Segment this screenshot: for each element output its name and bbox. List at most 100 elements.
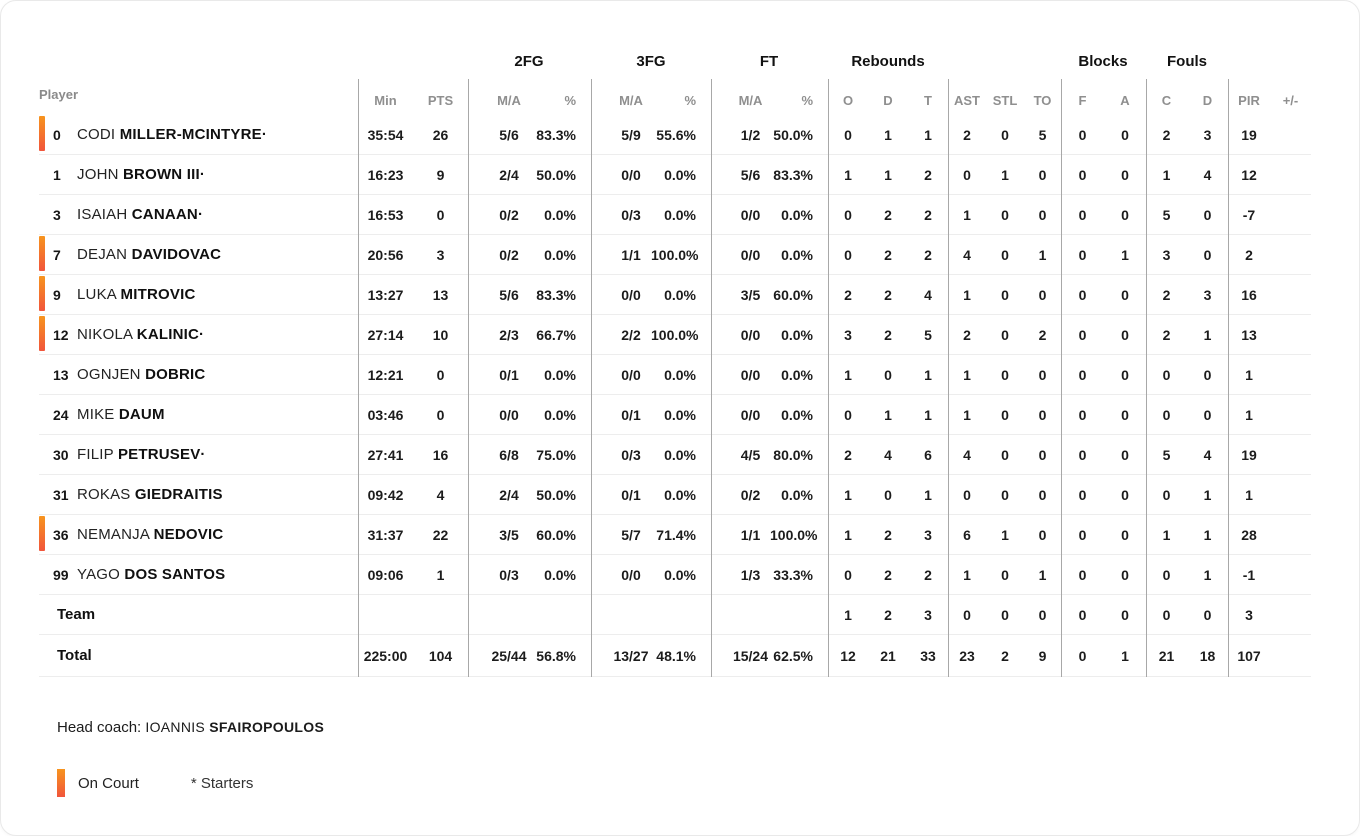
player-cell: 3 ISAIAH CANAAN· bbox=[39, 195, 358, 234]
stat-foul_c: 0 bbox=[1162, 566, 1171, 583]
stat-ft_pct: 100.0% bbox=[770, 526, 818, 543]
stat-fg2_pct: 0.0% bbox=[544, 246, 576, 263]
stat-fg2_ma: 2/4 bbox=[499, 486, 519, 503]
player-cell: Team bbox=[39, 595, 358, 634]
stat-fg2_ma: 2/3 bbox=[499, 326, 519, 343]
table-row: Team 1 2 3 0 0 0 0 0 0 0 3 bbox=[39, 595, 1311, 635]
stat-fg3_ma: 0/0 bbox=[621, 286, 641, 303]
player-first-name: JOHN bbox=[77, 166, 119, 183]
stat-fg2_pct: 66.7% bbox=[536, 326, 576, 343]
starter-mark: · bbox=[261, 126, 268, 143]
player-name[interactable]: ROKAS GIEDRAITIS bbox=[77, 486, 223, 503]
stat-to: 0 bbox=[1038, 206, 1047, 223]
stat-foul_c: 5 bbox=[1162, 206, 1171, 223]
column-headers: Min PTS M/A% M/A% M/A% O D T AST STL TO F A C D PIR +/- bbox=[39, 75, 1311, 115]
stat-reb_o: 1 bbox=[844, 606, 852, 623]
stat-blk_f: 0 bbox=[1078, 647, 1087, 664]
col-header-pir: PIR bbox=[1238, 93, 1260, 108]
stat-pts: 0 bbox=[436, 366, 445, 383]
stat-ft_pct: 80.0% bbox=[773, 446, 813, 463]
stat-foul_c: 5 bbox=[1162, 446, 1171, 463]
stat-blk_f: 0 bbox=[1078, 246, 1087, 263]
stat-blk_a: 0 bbox=[1121, 206, 1129, 223]
player-name[interactable]: LUKA MITROVIC bbox=[77, 286, 195, 303]
stat-to: 0 bbox=[1038, 366, 1047, 383]
stat-to: 9 bbox=[1038, 647, 1047, 664]
stat-foul_d: 3 bbox=[1203, 126, 1212, 143]
on-court-indicator bbox=[39, 516, 45, 551]
stat-pts: 1 bbox=[436, 566, 445, 583]
stat-fg3_pct: 0.0% bbox=[664, 446, 696, 463]
stat-ast: 2 bbox=[963, 326, 971, 343]
player-name[interactable]: DEJAN DAVIDOVAC bbox=[77, 246, 221, 263]
stat-foul_c: 0 bbox=[1162, 486, 1171, 503]
col-header-fg3_ma: M/A bbox=[619, 93, 643, 108]
stat-pts: 104 bbox=[428, 647, 453, 664]
table-row: 12 NIKOLA KALINIC· 27:14 10 2/3 66.7% 2/2 100… bbox=[39, 315, 1311, 355]
group-header-2fg: 2FG bbox=[514, 53, 544, 70]
col-header-plus_minus: +/- bbox=[1282, 93, 1299, 108]
stat-reb_o: 0 bbox=[844, 566, 852, 583]
player-first-name: DEJAN bbox=[77, 246, 128, 263]
player-name[interactable]: JOHN BROWN III· bbox=[77, 166, 205, 183]
legend: On Court * Starters bbox=[57, 769, 253, 797]
player-last-name: MITROVIC bbox=[120, 286, 196, 303]
stat-ft_pct: 0.0% bbox=[781, 486, 813, 503]
player-number: 7 bbox=[53, 246, 61, 263]
stat-ast: 1 bbox=[963, 206, 971, 223]
stat-blk_f: 0 bbox=[1078, 446, 1087, 463]
stat-ft_pct: 0.0% bbox=[781, 406, 813, 423]
stat-min: 13:27 bbox=[367, 286, 404, 303]
stat-foul_d: 1 bbox=[1203, 566, 1212, 583]
player-first-name: MIKE bbox=[77, 406, 115, 423]
starter-mark: · bbox=[197, 206, 204, 223]
stat-pir: 107 bbox=[1237, 647, 1261, 664]
player-name[interactable]: FILIP PETRUSEV· bbox=[77, 446, 206, 463]
player-name[interactable]: CODI MILLER-MCINTYRE· bbox=[77, 126, 267, 143]
stat-foul_c: 0 bbox=[1162, 366, 1171, 383]
stat-reb_o: 3 bbox=[844, 326, 852, 343]
row-label: Team bbox=[57, 606, 96, 623]
stat-stl: 0 bbox=[1001, 326, 1009, 343]
player-name[interactable]: NIKOLA KALINIC· bbox=[77, 326, 204, 343]
stat-blk_a: 1 bbox=[1121, 647, 1129, 664]
player-cell: 99 YAGO DOS SANTOS bbox=[39, 555, 358, 594]
stat-fg3_ma: 0/0 bbox=[621, 366, 641, 383]
player-number: 13 bbox=[53, 366, 69, 383]
on-court-indicator bbox=[39, 276, 45, 311]
player-name[interactable]: YAGO DOS SANTOS bbox=[77, 566, 225, 583]
legend-on-court-label: On Court bbox=[78, 774, 139, 792]
stat-reb_o: 0 bbox=[844, 406, 852, 423]
stat-blk_a: 0 bbox=[1121, 326, 1129, 343]
stat-to: 0 bbox=[1038, 166, 1047, 183]
stat-fg2_ma: 0/2 bbox=[499, 246, 519, 263]
player-first-name: ISAIAH bbox=[77, 206, 128, 223]
stat-ft_pct: 50.0% bbox=[773, 126, 813, 143]
table-row: 1 JOHN BROWN III· 16:23 9 2/4 50.0% 0/0 0.0% 5… bbox=[39, 155, 1311, 195]
stat-ft_ma: 3/5 bbox=[740, 286, 761, 303]
stat-fg3_pct: 0.0% bbox=[664, 286, 696, 303]
player-first-name: LUKA bbox=[77, 286, 117, 303]
head-coach-label: Head coach: bbox=[57, 719, 142, 736]
stat-fg3_ma: 0/3 bbox=[621, 206, 641, 223]
stat-ast: 1 bbox=[963, 566, 971, 583]
stat-ft_pct: 62.5% bbox=[773, 647, 813, 664]
stat-reb_t: 2 bbox=[924, 206, 932, 223]
stat-fg3_ma: 2/2 bbox=[621, 326, 641, 343]
stat-blk_a: 0 bbox=[1121, 606, 1129, 623]
col-header-reb_d: D bbox=[883, 93, 893, 108]
stat-pts: 10 bbox=[432, 326, 449, 343]
player-last-name: CANAAN bbox=[131, 206, 198, 223]
stat-to: 2 bbox=[1038, 326, 1047, 343]
stat-ft_ma: 0/0 bbox=[740, 406, 761, 423]
player-name[interactable]: OGNJEN DOBRIC bbox=[77, 366, 205, 383]
stat-reb_d: 2 bbox=[884, 566, 892, 583]
player-name[interactable]: MIKE DAUM bbox=[77, 406, 165, 423]
player-name[interactable]: NEMANJA NEDOVIC bbox=[77, 526, 223, 543]
col-header-ft_pct: % bbox=[801, 93, 813, 108]
stat-stl: 0 bbox=[1001, 206, 1009, 223]
stat-ft_ma: 0/0 bbox=[740, 246, 761, 263]
table-row: 30 FILIP PETRUSEV· 27:41 16 6/8 75.0% 0/3 0.0… bbox=[39, 435, 1311, 475]
stat-fg2_ma: 3/5 bbox=[499, 526, 519, 543]
player-name[interactable]: ISAIAH CANAAN· bbox=[77, 206, 203, 223]
